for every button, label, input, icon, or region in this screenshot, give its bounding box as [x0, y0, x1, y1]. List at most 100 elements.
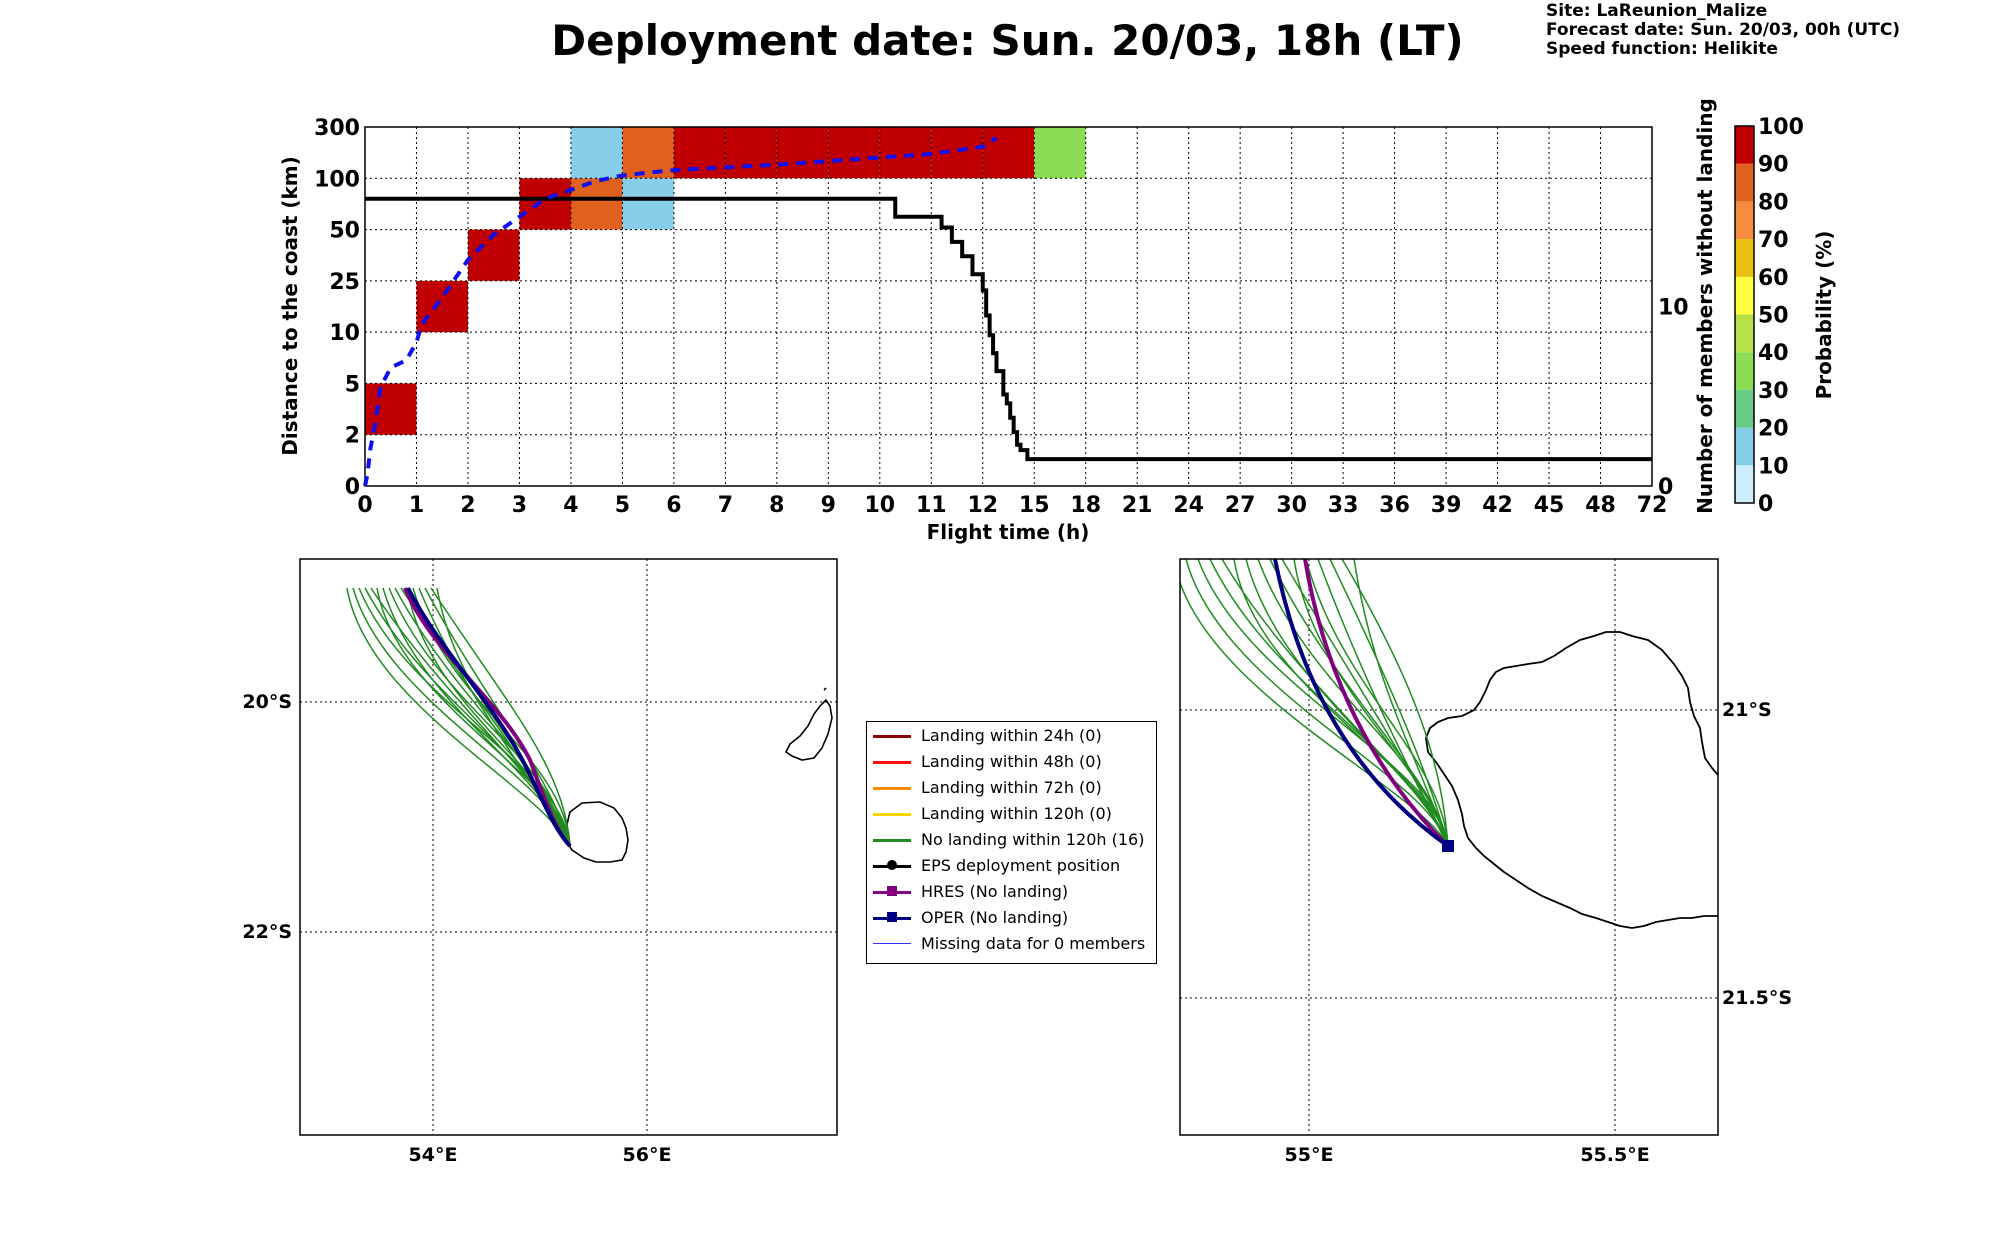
reunion-coastline [565, 801, 629, 863]
colorbar-cell [1735, 465, 1754, 503]
trajectory-line [1185, 559, 1449, 847]
trajectory-line [388, 587, 571, 847]
x-tick-label: 2 [460, 493, 475, 518]
colorbar-tick-label: 50 [1758, 304, 1789, 329]
oper-trajectory [406, 587, 572, 848]
heatmap-cell [467, 229, 520, 281]
colorbar-cell [1735, 352, 1754, 390]
colorbar-cell [1735, 314, 1754, 353]
heatmap-cell [828, 127, 880, 179]
heatmap-cell [570, 127, 623, 179]
x-tick-label: 1 [409, 493, 424, 518]
hres-trajectory [1303, 559, 1450, 848]
trajectory-line [1353, 559, 1449, 847]
legend-item: HRES (No landing) [867, 881, 1156, 903]
y-tick-label: 50 [329, 219, 360, 244]
x-tick-label: 72 [1637, 493, 1668, 518]
trajectory-legend: Landing within 24h (0) Landing within 48… [866, 721, 1157, 964]
trajectory-line [1305, 559, 1449, 847]
lat-label-22s: 22°S [242, 921, 292, 943]
legend-label: EPS deployment position [921, 856, 1121, 875]
trajectory-line [364, 587, 571, 847]
heatmap-cell [622, 127, 674, 179]
x-tick-label: 18 [1070, 493, 1101, 518]
heatmap-cell [931, 127, 983, 179]
heatmap-cell [1034, 127, 1086, 179]
legend-item: Landing within 72h (0) [867, 777, 1156, 799]
legend-item: Landing within 24h (0) [867, 725, 1156, 747]
colorbar-cell [1735, 239, 1754, 277]
colorbar-cell [1735, 201, 1754, 240]
deployment-marker [1442, 840, 1454, 852]
lon-label-55e: 55°E [1285, 1144, 1334, 1166]
x-tick-label: 42 [1482, 493, 1513, 518]
trajectory-line [1180, 579, 1449, 847]
figure-title: Deployment date: Sun. 20/03, 18h (LT) [551, 16, 1464, 65]
legend-item: Missing data for 0 members [867, 933, 1156, 955]
legend-label: HRES (No landing) [921, 882, 1069, 901]
legend-label: Missing data for 0 members [921, 934, 1146, 953]
x-tick-label: 39 [1431, 493, 1462, 518]
colorbar-tick-label: 20 [1758, 417, 1789, 442]
colorbar-tick-label: 100 [1758, 115, 1804, 140]
regional-trajectory-map: 20°S 22°S 54°E 56°E [242, 558, 838, 1166]
legend-label: Landing within 120h (0) [921, 804, 1112, 823]
y2-tick-label: 0 [1658, 475, 1673, 500]
colorbar-tick-label: 0 [1758, 492, 1773, 517]
mauritius-coastline [784, 687, 833, 761]
left-map-trajectories [346, 587, 572, 848]
legend-swatch [873, 735, 911, 738]
colorbar-tick-label: 40 [1758, 341, 1789, 366]
y2-tick-labels: 0 10 [1658, 296, 1689, 501]
distance-probability-chart: 0 1 2 3 4 5 6 7 8 9 10 11 12 15 18 21 24 27 30 33 36 39 42 45 48… [278, 98, 1717, 544]
trajectory-line [1329, 559, 1449, 847]
legend-item: Landing within 48h (0) [867, 751, 1156, 773]
legend-label: Landing within 48h (0) [921, 752, 1102, 771]
legend-item: OPER (No landing) [867, 907, 1156, 929]
x-tick-label: 21 [1122, 493, 1153, 518]
colorbar-label: Probability (%) [1812, 231, 1836, 400]
legend-swatch [873, 761, 911, 764]
x-tick-label: 8 [769, 493, 784, 518]
trajectory-line [394, 587, 571, 847]
x-tick-label: 0 [357, 493, 372, 518]
y-tick-label: 2 [345, 424, 360, 449]
y2-axis-label: Number of members without landing [1693, 98, 1717, 514]
trajectory-line [1245, 559, 1449, 847]
lon-label-56e: 56°E [623, 1144, 672, 1166]
right-map-frame [1179, 558, 1719, 1136]
colorbar-cell [1735, 126, 1754, 164]
legend-item: No landing within 120h (16) [867, 829, 1156, 851]
legend-label: Landing within 24h (0) [921, 726, 1102, 745]
colorbar-tick-label: 70 [1758, 228, 1789, 253]
legend-swatch [873, 787, 911, 790]
colorbar-frame [1734, 125, 1755, 504]
x-tick-label: 10 [864, 493, 895, 518]
heatmap-cell [416, 280, 468, 333]
lat-label-20s: 20°S [242, 691, 292, 713]
y-tick-label: 300 [314, 116, 360, 141]
heatmap-cell [622, 178, 674, 230]
lat-label-21-5s: 21.5°S [1722, 987, 1792, 1009]
chart-frame [364, 126, 1653, 487]
legend-item: EPS deployment position [867, 855, 1156, 877]
legend-swatch [873, 813, 911, 816]
legend-label: Landing within 72h (0) [921, 778, 1102, 797]
y-tick-label: 100 [314, 167, 360, 192]
site-label: Site: LaReunion_Malize [1546, 1, 1768, 21]
speed-function-label: Speed function: Helikite [1546, 39, 1778, 59]
colorbar-cell [1735, 163, 1754, 202]
trajectory-line [436, 587, 571, 847]
colorbar-tick-label: 80 [1758, 190, 1789, 215]
trajectory-line [1209, 559, 1449, 847]
x-tick-label: 15 [1019, 493, 1050, 518]
y-tick-label: 5 [345, 372, 360, 397]
square-marker-icon [887, 912, 897, 922]
heatmap-cell [570, 178, 623, 230]
x-tick-label: 12 [967, 493, 998, 518]
y-tick-label: 0 [345, 475, 360, 500]
colorbar-tick-label: 90 [1758, 153, 1789, 178]
heatmap-cells [365, 127, 1086, 435]
mean-distance-curve [363, 136, 998, 487]
